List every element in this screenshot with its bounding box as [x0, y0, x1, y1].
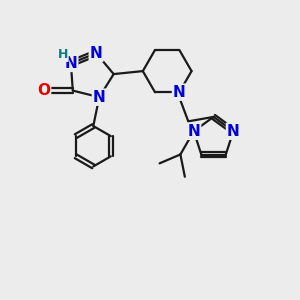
Text: N: N — [227, 124, 240, 139]
Text: N: N — [64, 56, 77, 71]
Text: N: N — [188, 124, 200, 139]
Text: N: N — [93, 90, 106, 105]
Text: O: O — [37, 83, 50, 98]
Text: H: H — [57, 48, 68, 61]
Text: N: N — [90, 46, 103, 61]
Text: N: N — [173, 85, 186, 100]
